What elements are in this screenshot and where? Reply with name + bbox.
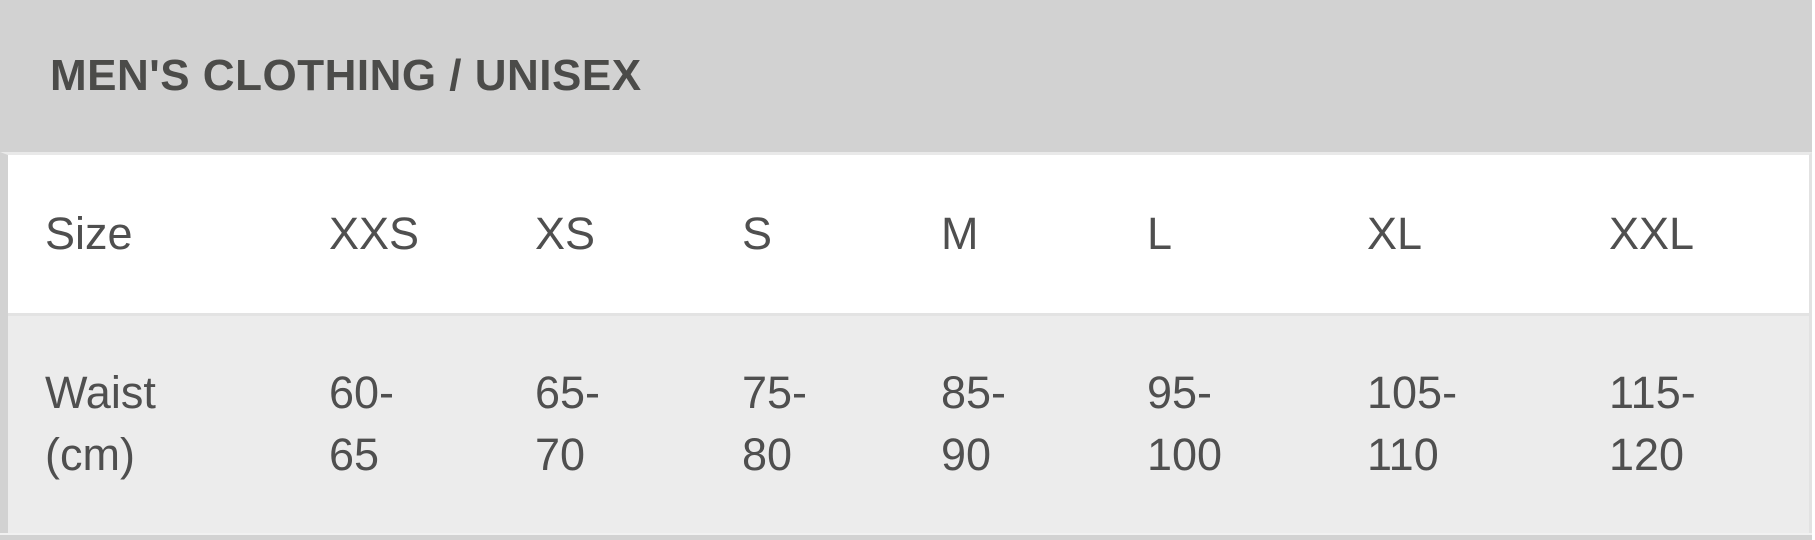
column-header-xxs: XXS	[292, 155, 498, 315]
column-header-size: Size	[8, 155, 292, 315]
cell-text: L	[1147, 208, 1173, 259]
size-chart-table: Size XXS XS S M	[8, 155, 1809, 533]
cell-text: XXL	[1609, 208, 1695, 259]
section-header: MEN'S CLOTHING / UNISEX	[0, 0, 1812, 152]
waist-value-xs: 65- 70	[498, 313, 705, 533]
cell-text: 80	[742, 429, 793, 480]
section-title: MEN'S CLOTHING / UNISEX	[50, 51, 642, 100]
cell-text: 70	[535, 429, 586, 480]
cell-text: S	[742, 208, 773, 259]
column-header-l: L	[1110, 155, 1330, 315]
column-header-s: S	[705, 155, 904, 315]
cell-text: 75-	[742, 367, 808, 418]
waist-value-m: 85- 90	[904, 313, 1110, 533]
cell-text: 95-	[1147, 367, 1213, 418]
size-chart-wrap: Size XXS XS S M	[0, 152, 1812, 533]
waist-value-s: 75- 80	[705, 313, 904, 533]
column-header-xl: XL	[1330, 155, 1572, 315]
cell-text: 115-	[1609, 367, 1696, 418]
cell-text: (cm)	[45, 429, 135, 480]
cell-text: 60-	[329, 367, 395, 418]
waist-value-xxs: 60- 65	[292, 313, 498, 533]
cell-text: XL	[1367, 208, 1423, 259]
size-header-row: Size XXS XS S M	[8, 155, 1809, 315]
cell-text: Waist	[45, 367, 156, 418]
cell-text: 100	[1147, 429, 1223, 480]
waist-value-xxl: 115- 120	[1572, 313, 1809, 533]
waist-value-l: 95- 100	[1110, 313, 1330, 533]
next-section-header-partial	[0, 533, 1812, 540]
cell-text: XXS	[329, 208, 420, 259]
cell-text: 110	[1367, 429, 1439, 480]
cell-text: 90	[941, 429, 992, 480]
cell-text: 85-	[941, 367, 1007, 418]
column-header-xxl: XXL	[1572, 155, 1809, 315]
cell-text: 65-	[535, 367, 601, 418]
waist-value-xl: 105- 110	[1330, 313, 1572, 533]
cell-text: XS	[535, 208, 596, 259]
column-header-xs: XS	[498, 155, 705, 315]
column-header-m: M	[904, 155, 1110, 315]
cell-text: 105-	[1367, 367, 1458, 418]
cell-text: 65	[329, 429, 380, 480]
cell-text: 120	[1609, 429, 1685, 480]
cell-text: M	[941, 208, 979, 259]
waist-row: Waist (cm) 60- 65 65- 70 75-	[8, 313, 1809, 533]
cell-text: Size	[45, 208, 133, 259]
row-label-waist: Waist (cm)	[8, 313, 292, 533]
